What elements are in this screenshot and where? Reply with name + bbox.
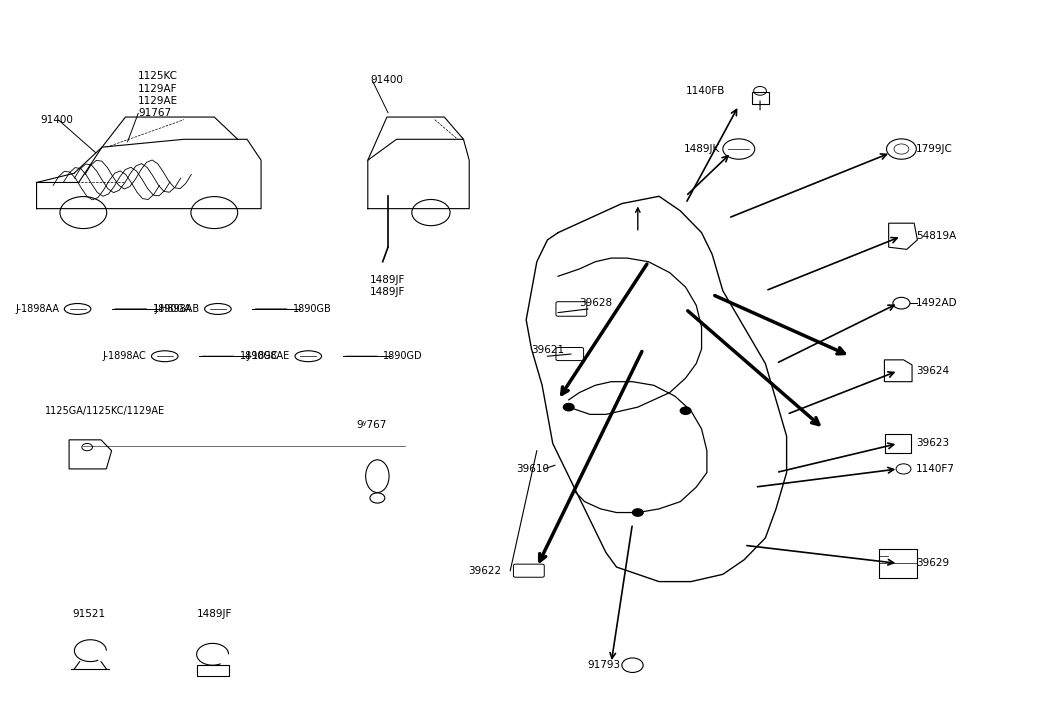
Text: J-H898AB: J-H898AB: [154, 304, 199, 314]
Text: J-1898AC: J-1898AC: [102, 351, 147, 361]
Text: 39610: 39610: [517, 464, 550, 474]
Text: 39624: 39624: [916, 366, 949, 376]
Text: 1129AF: 1129AF: [138, 84, 178, 94]
Text: 39622: 39622: [468, 566, 501, 576]
Text: 1890GC: 1890GC: [240, 351, 279, 361]
Text: 1492AD: 1492AD: [916, 298, 958, 308]
Text: 1140F7: 1140F7: [916, 464, 956, 474]
Text: 54819A: 54819A: [916, 231, 957, 241]
Text: 91400: 91400: [370, 75, 403, 85]
Text: J-1898AE: J-1898AE: [247, 351, 289, 361]
Circle shape: [680, 407, 691, 414]
Text: 91767: 91767: [138, 108, 171, 119]
Text: 1890GA: 1890GA: [153, 304, 191, 314]
Text: 1125KC: 1125KC: [138, 71, 179, 81]
Text: 91400: 91400: [40, 115, 73, 125]
Text: 1799JC: 1799JC: [916, 144, 954, 154]
Text: 39621: 39621: [532, 345, 564, 356]
Text: 39623: 39623: [916, 438, 949, 449]
Text: 91521: 91521: [72, 609, 105, 619]
Text: 39629: 39629: [916, 558, 949, 569]
Text: 1489JF: 1489JF: [370, 275, 405, 285]
Text: 1489JF: 1489JF: [197, 609, 232, 619]
Text: 39628: 39628: [579, 298, 612, 308]
Circle shape: [563, 403, 574, 411]
Circle shape: [632, 509, 643, 516]
Text: 1129AE: 1129AE: [138, 96, 179, 106]
Text: 91793: 91793: [588, 660, 621, 670]
Text: 9ʸ767: 9ʸ767: [356, 420, 387, 430]
Text: 1489JK: 1489JK: [684, 144, 720, 154]
Text: 1140FB: 1140FB: [686, 86, 725, 96]
Text: 1125GA/1125KC/1129AE: 1125GA/1125KC/1129AE: [45, 406, 165, 416]
Text: 1489JF: 1489JF: [370, 287, 405, 297]
Text: 1890GB: 1890GB: [293, 304, 332, 314]
Text: 1890GD: 1890GD: [383, 351, 423, 361]
Text: J-1898AA: J-1898AA: [15, 304, 60, 314]
